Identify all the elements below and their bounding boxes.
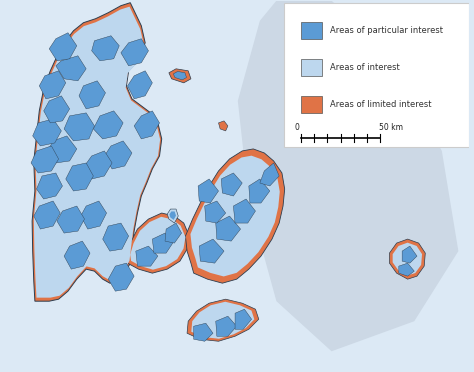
Polygon shape — [191, 155, 280, 276]
Polygon shape — [219, 121, 228, 131]
Polygon shape — [130, 217, 185, 270]
Polygon shape — [167, 209, 178, 223]
Polygon shape — [233, 199, 255, 223]
Polygon shape — [216, 316, 237, 336]
Polygon shape — [39, 71, 66, 99]
Polygon shape — [169, 69, 191, 83]
Polygon shape — [185, 149, 285, 283]
Polygon shape — [34, 7, 160, 298]
Polygon shape — [187, 299, 259, 341]
Polygon shape — [79, 81, 106, 109]
Polygon shape — [235, 309, 252, 329]
Polygon shape — [194, 323, 213, 341]
Polygon shape — [134, 111, 160, 139]
Text: Areas of limited interest: Areas of limited interest — [330, 100, 432, 109]
Text: Areas of particular interest: Areas of particular interest — [330, 26, 443, 35]
Polygon shape — [402, 246, 417, 263]
Polygon shape — [31, 146, 59, 173]
Polygon shape — [165, 223, 182, 243]
Bar — [301, 22, 322, 39]
Polygon shape — [260, 163, 279, 186]
Bar — [301, 59, 322, 76]
Polygon shape — [216, 216, 241, 241]
Polygon shape — [128, 71, 152, 99]
Polygon shape — [173, 71, 187, 80]
Polygon shape — [49, 33, 77, 61]
Polygon shape — [191, 302, 255, 339]
Polygon shape — [34, 201, 60, 229]
Bar — [301, 96, 322, 113]
Polygon shape — [84, 151, 112, 179]
Polygon shape — [390, 239, 425, 279]
Polygon shape — [103, 223, 128, 251]
Polygon shape — [64, 241, 90, 269]
Polygon shape — [392, 243, 422, 276]
Text: 50 km: 50 km — [379, 123, 403, 132]
Polygon shape — [81, 201, 107, 229]
Polygon shape — [152, 233, 173, 253]
Polygon shape — [238, 1, 458, 351]
Text: 0: 0 — [294, 123, 300, 132]
Polygon shape — [108, 263, 134, 291]
Polygon shape — [399, 263, 414, 276]
Polygon shape — [32, 3, 162, 301]
Polygon shape — [249, 179, 270, 203]
Polygon shape — [169, 211, 176, 220]
Polygon shape — [136, 246, 158, 266]
FancyBboxPatch shape — [284, 3, 469, 147]
Polygon shape — [127, 213, 189, 273]
Polygon shape — [56, 56, 86, 81]
Polygon shape — [47, 136, 77, 163]
Polygon shape — [33, 119, 61, 146]
Polygon shape — [121, 39, 148, 66]
Polygon shape — [104, 141, 132, 169]
Polygon shape — [64, 113, 94, 141]
Polygon shape — [66, 163, 93, 191]
Polygon shape — [93, 111, 123, 139]
Polygon shape — [57, 206, 84, 233]
Polygon shape — [36, 173, 63, 199]
Polygon shape — [198, 179, 219, 203]
Polygon shape — [205, 201, 226, 223]
Polygon shape — [199, 239, 224, 263]
Polygon shape — [44, 96, 70, 123]
Polygon shape — [91, 36, 119, 61]
Polygon shape — [221, 173, 242, 196]
Text: Areas of interest: Areas of interest — [330, 63, 400, 72]
